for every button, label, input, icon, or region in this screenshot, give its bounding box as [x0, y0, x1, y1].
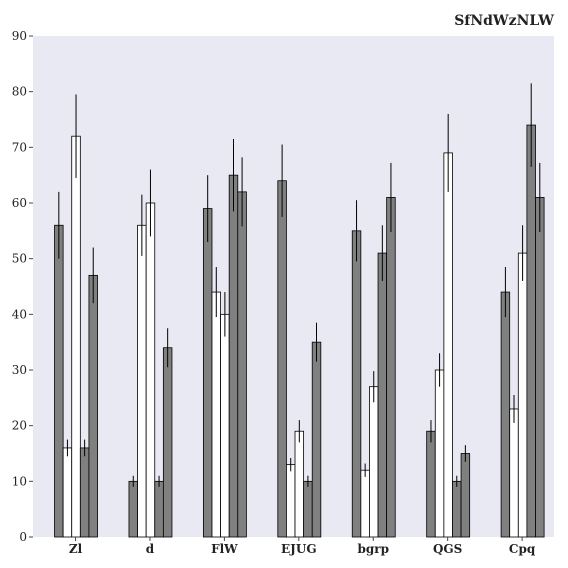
x-tick-label: FlW — [211, 542, 238, 556]
bar — [517, 252, 528, 538]
x-tick-label: QGS — [433, 542, 462, 556]
plot-background — [33, 36, 554, 537]
x-tick-label: Zl — [69, 542, 83, 556]
bar — [220, 313, 230, 538]
bar — [535, 197, 545, 538]
x-tick-label: bgrp — [357, 542, 389, 556]
x-tick-label: d — [146, 542, 155, 556]
bar — [228, 174, 239, 538]
bar — [360, 469, 370, 538]
bar — [377, 252, 388, 538]
bar — [460, 453, 471, 538]
y-tick-label: 0 — [19, 530, 27, 544]
bar — [54, 224, 64, 538]
x-tick-label: Cpq — [509, 542, 536, 556]
x-axis-ticks: Zl d FlW EJUG bgrp QGS Cpq — [69, 537, 536, 556]
bar — [71, 135, 81, 538]
bar — [311, 341, 322, 538]
y-axis-ticks: 0 10 20 30 40 50 60 70 80 90 — [12, 29, 33, 544]
bar — [154, 480, 164, 538]
bar — [202, 208, 213, 538]
bar — [509, 408, 519, 538]
bars-group — [54, 83, 545, 538]
y-tick-label: 60 — [12, 196, 27, 210]
bar — [452, 480, 462, 538]
y-tick-label: 90 — [12, 29, 27, 43]
bar — [369, 386, 379, 538]
y-tick-label: 50 — [12, 252, 27, 266]
bar — [211, 291, 221, 538]
y-tick-label: 10 — [12, 474, 27, 488]
bar — [145, 202, 156, 538]
bar — [443, 152, 453, 538]
y-tick-label: 70 — [12, 140, 27, 154]
bar — [286, 464, 296, 538]
y-tick-label: 30 — [12, 363, 27, 377]
bar — [434, 369, 445, 538]
bar — [294, 430, 305, 538]
bar — [62, 447, 73, 538]
chart-title: SfNdWzNLW — [454, 13, 554, 29]
bar — [526, 124, 536, 538]
bar — [137, 224, 147, 538]
y-tick-label: 40 — [12, 307, 27, 321]
bar — [162, 347, 173, 538]
bar — [351, 230, 362, 538]
y-tick-label: 80 — [12, 85, 27, 99]
bar — [500, 291, 511, 538]
bar — [128, 480, 138, 538]
bar — [426, 430, 436, 538]
bar — [386, 197, 396, 538]
x-tick-label: EJUG — [281, 542, 317, 556]
bar — [88, 274, 98, 538]
bar — [303, 480, 313, 538]
bar — [79, 447, 90, 538]
bar — [277, 180, 287, 538]
bar — [237, 191, 247, 538]
y-tick-label: 20 — [12, 419, 27, 433]
